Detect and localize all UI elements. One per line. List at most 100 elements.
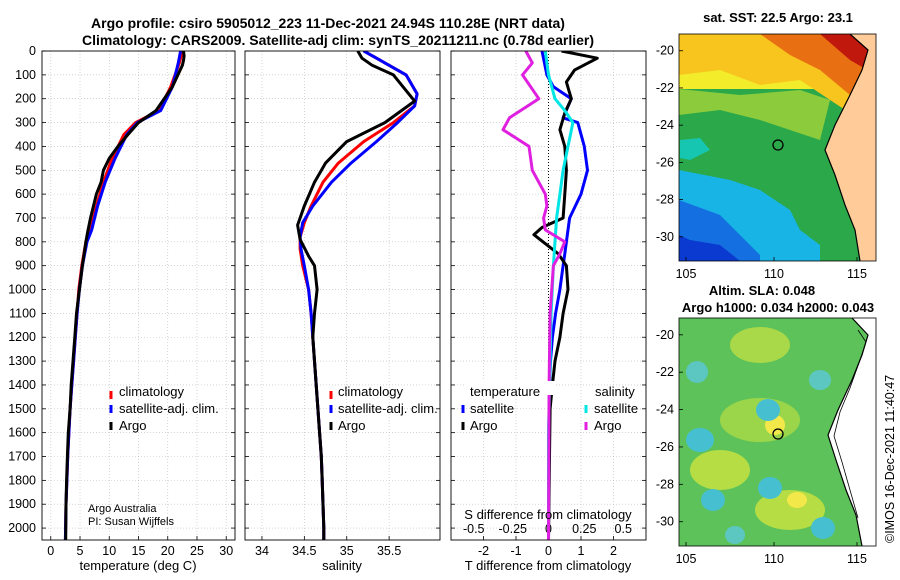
depth-tick-label: 300 [15,116,36,130]
lat-tick-label: -30 [656,515,674,529]
depth-tick-label: 1400 [8,378,36,392]
sla-cool-eddy [809,370,831,390]
x-tick-label: 10 [102,544,116,558]
s-tick-label: -0.25 [499,522,528,536]
salinity-xlabel: salinity [322,558,362,573]
series-line-salinity-argo [501,51,567,540]
sst-land [825,34,876,261]
legend-label-satellite: satellite-adj. clim. [338,401,438,416]
x-tick-label: 0 [47,544,54,558]
lon-tick-label: 105 [676,267,697,281]
legend-salinity-header: salinity [595,384,635,399]
legend-label-sal-argo: Argo [594,418,621,433]
x-tick-label: 34 [255,544,269,558]
series-line-argo [296,51,417,540]
x-tick-label: 35 [340,544,354,558]
legend-label-climatology: climatology [119,384,185,399]
depth-tick-label: 1200 [8,330,36,344]
sst-coldest-band [679,235,740,261]
lon-tick-label: 110 [764,267,784,281]
x-tick-label: -1 [510,544,521,558]
sst-coastline [824,34,869,261]
sst-map [679,34,876,261]
sla-cool-eddy [811,517,835,539]
lat-tick-label: -20 [656,328,674,342]
sla-map-title-line2: Argo h1000: 0.034 h2000: 0.043 [682,300,874,315]
depth-tick-label: 1700 [8,450,36,464]
difference-panel: -2 -1 0 1 2-0.5 -0.25 0 0.25 0.5 [450,50,647,558]
depth-tick-label: 0 [29,44,36,58]
s-difference-xlabel: S difference from climatology [464,507,632,522]
plot-frame [450,50,647,541]
series-group [296,51,419,540]
sla-cool-eddy [686,361,708,383]
sla-cool-eddy [686,428,714,452]
lat-tick-label: -26 [656,155,674,169]
x-tick-label: 1 [578,544,585,558]
depth-tick-label: 800 [15,235,36,249]
x-tick-label: 20 [161,544,175,558]
lat-tick-label: -24 [656,403,674,417]
series-line-temperature-argo [532,51,599,540]
x-tick-label: 35.5 [377,544,401,558]
sst-teal-patch [680,138,710,160]
lon-tick-label: 115 [847,552,867,566]
series-group [63,51,186,540]
x-tick-label: 2 [610,544,617,558]
s-tick-label: 0.5 [615,522,632,536]
depth-tick-label: 900 [15,259,36,273]
lon-tick-label: 110 [764,552,784,566]
legend-label-temp-argo: Argo [470,418,497,433]
credit-line1: Argo Australia [88,503,157,515]
sst-map-ticks: 105 110 115 -20 -22 -24 -26 -28 -30 [656,44,867,281]
x-tick-label: -2 [478,544,489,558]
depth-tick-label: 200 [15,92,36,106]
legend-label-argo: Argo [119,418,146,433]
sla-patch [690,450,750,490]
depth-tick-label: 600 [15,187,36,201]
series-line-satellite-adj-clim- [63,51,183,540]
s-tick-label: 0.25 [572,522,596,536]
sla-contour [833,329,867,519]
sla-cool-eddy [758,477,782,499]
lat-tick-label: -20 [656,44,674,58]
legend-label-temp-satellite: satellite [470,401,514,416]
lat-tick-label: -26 [656,440,674,454]
sst-light-green [679,89,830,140]
main-title-line2: Climatology: CARS2009. Satellite-adj cli… [82,32,594,48]
legend-label-climatology: climatology [338,384,404,399]
depth-tick-label: 2000 [8,521,36,535]
sla-warm-patch [787,492,807,508]
depth-tick-label: 500 [15,163,36,177]
sla-map-title-line1: Altim. SLA: 0.048 [709,283,815,298]
series-line-climatology [63,51,184,540]
depth-tick-label: 1000 [8,283,36,297]
sst-map-title: sat. SST: 22.5 Argo: 23.1 [703,10,853,25]
depth-tick-label: 1600 [8,426,36,440]
lat-tick-label: -28 [656,193,674,207]
depth-tick-label: 100 [15,68,36,82]
x-tick-label: 0 [545,544,552,558]
depth-axis: 0 100 200 300 400 500 600 700 800 900 1000 1100 1200… [8,44,36,535]
depth-tick-label: 1500 [8,402,36,416]
series-group [501,51,599,540]
temperature-panel: 0 5 10 15 20 25 30 [41,50,236,558]
sla-map-frame [678,317,877,547]
legend-label-argo: Argo [338,418,365,433]
temperature-xlabel: temperature (deg C) [79,558,196,573]
legend-bg [466,381,556,395]
depth-tick-label: 1900 [8,497,36,511]
lat-tick-label: -24 [656,118,674,132]
sla-patch [730,327,790,363]
depth-tick-label: 1300 [8,354,36,368]
credit-line2: PI: Susan Wijffels [88,516,174,528]
difference-xlabel: T difference from climatology [465,558,632,573]
sst-map-frame [678,33,877,262]
legend-label-satellite: satellite-adj. clim. [119,401,219,416]
x-tick-label: 15 [132,544,146,558]
series-line-argo [64,51,186,540]
depth-tick-label: 700 [15,211,36,225]
sla-cool-eddy [701,489,725,511]
sla-map-ticks: 105 110 115 -20 -22 -24 -26 -28 -30 [656,328,867,566]
